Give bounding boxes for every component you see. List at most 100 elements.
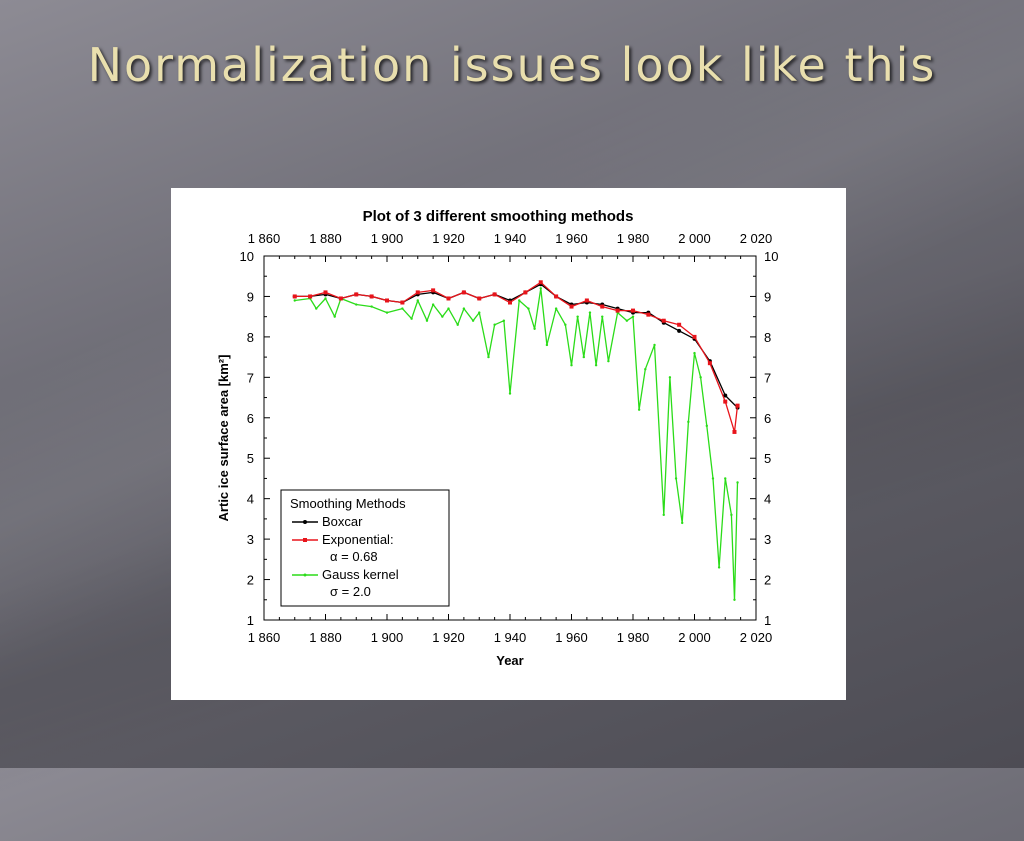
slide-title: Normalization issues look like this — [87, 38, 937, 92]
data-point — [338, 296, 343, 301]
x-tick-label-bottom: 1 880 — [309, 630, 342, 645]
y-tick-label-left: 2 — [247, 573, 254, 588]
data-point — [668, 376, 672, 379]
data-point — [677, 322, 682, 327]
data-point — [687, 420, 690, 424]
data-point — [415, 290, 420, 295]
data-point — [456, 323, 459, 326]
data-point — [564, 323, 567, 326]
legend-gauss-label: Gauss kernel — [322, 567, 399, 582]
data-point — [354, 292, 359, 297]
legend-exponential-label: Exponential: — [322, 532, 394, 547]
axis-ticks: 1 860 1 860 1 880 1 880 1 900 1 900 1 920 1 920… — [240, 231, 779, 645]
data-point — [661, 318, 666, 323]
data-point — [594, 364, 598, 367]
data-point — [462, 307, 466, 310]
x-tick-label-top: 1 900 — [371, 231, 404, 246]
legend-title: Smoothing Methods — [290, 496, 406, 511]
data-point — [508, 392, 512, 395]
series-line — [294, 287, 739, 601]
data-point — [478, 311, 481, 314]
data-point — [538, 280, 543, 285]
y-tick-label-left: 3 — [247, 532, 254, 547]
data-point — [471, 319, 475, 322]
data-point — [570, 364, 573, 367]
data-point — [707, 361, 712, 366]
y-tick-label-right: 4 — [764, 492, 771, 507]
data-point — [385, 298, 389, 303]
data-point — [584, 298, 589, 303]
data-point — [637, 408, 641, 411]
data-point — [646, 312, 651, 317]
data-point — [533, 327, 536, 330]
data-point — [431, 288, 436, 293]
data-point — [625, 319, 629, 322]
y-tick-label-left: 6 — [247, 411, 254, 426]
data-point — [723, 393, 728, 398]
x-axis-label: Year — [496, 653, 523, 668]
data-point — [308, 294, 313, 299]
x-tick-label-bottom: 1 920 — [432, 630, 465, 645]
data-point — [554, 307, 558, 310]
data-point — [527, 307, 530, 310]
x-tick-label-top: 2 020 — [740, 231, 773, 246]
data-point — [723, 399, 728, 404]
data-point — [705, 424, 708, 428]
legend-box — [280, 489, 450, 607]
y-tick-label-right: 7 — [764, 370, 771, 385]
y-tick-label-left: 4 — [247, 492, 254, 507]
data-point — [315, 307, 318, 310]
data-point — [370, 305, 373, 308]
x-tick-label-top: 1 880 — [309, 231, 342, 246]
series-0 — [292, 282, 740, 410]
data-point — [441, 315, 444, 318]
data-point — [588, 311, 592, 314]
data-point — [735, 403, 740, 408]
data-point — [293, 299, 296, 302]
y-tick-label-right: 9 — [764, 289, 771, 304]
chart-title: Plot of 3 different smoothing methods — [363, 208, 634, 225]
data-point — [693, 351, 696, 355]
y-tick-label-right: 8 — [764, 330, 771, 345]
data-point — [416, 299, 419, 302]
data-point — [425, 319, 429, 322]
data-point — [400, 300, 405, 305]
data-point — [717, 566, 721, 569]
series-2 — [293, 287, 739, 601]
data-point — [631, 315, 635, 318]
chart-svg: Plot of 3 different smoothing methods 1 … — [216, 208, 779, 668]
data-point — [615, 308, 620, 313]
data-point — [631, 308, 635, 313]
x-tick-label-top: 1 920 — [432, 231, 465, 246]
y-tick-label-right: 2 — [764, 573, 771, 588]
y-tick-label-right: 10 — [764, 249, 778, 264]
data-point — [733, 598, 736, 601]
data-point — [677, 328, 682, 333]
data-point — [607, 359, 610, 363]
series-1 — [292, 280, 740, 434]
data-point — [653, 343, 656, 347]
data-point — [576, 315, 579, 318]
data-point — [323, 290, 328, 295]
data-point — [711, 477, 715, 480]
data-point — [545, 343, 549, 347]
y-axis-label: Artic ice surface area [km²] — [216, 355, 231, 522]
data-point — [732, 429, 737, 434]
data-point — [401, 307, 404, 310]
legend-exponential-marker — [303, 538, 307, 542]
data-point — [461, 290, 466, 295]
data-point — [324, 297, 327, 300]
y-tick-label-left: 1 — [247, 613, 254, 628]
data-point — [487, 355, 490, 359]
x-tick-label-bottom: 1 940 — [494, 630, 527, 645]
x-tick-label-bottom: 1 900 — [371, 630, 404, 645]
data-point — [554, 294, 559, 299]
x-tick-label-top: 1 960 — [555, 231, 588, 246]
data-point — [569, 304, 574, 309]
legend-boxcar-label: Boxcar — [322, 514, 363, 529]
data-point — [292, 294, 297, 299]
y-tick-label-right: 1 — [764, 613, 771, 628]
data-point — [447, 307, 450, 310]
x-tick-label-top: 2 000 — [678, 231, 711, 246]
data-point — [692, 334, 697, 339]
